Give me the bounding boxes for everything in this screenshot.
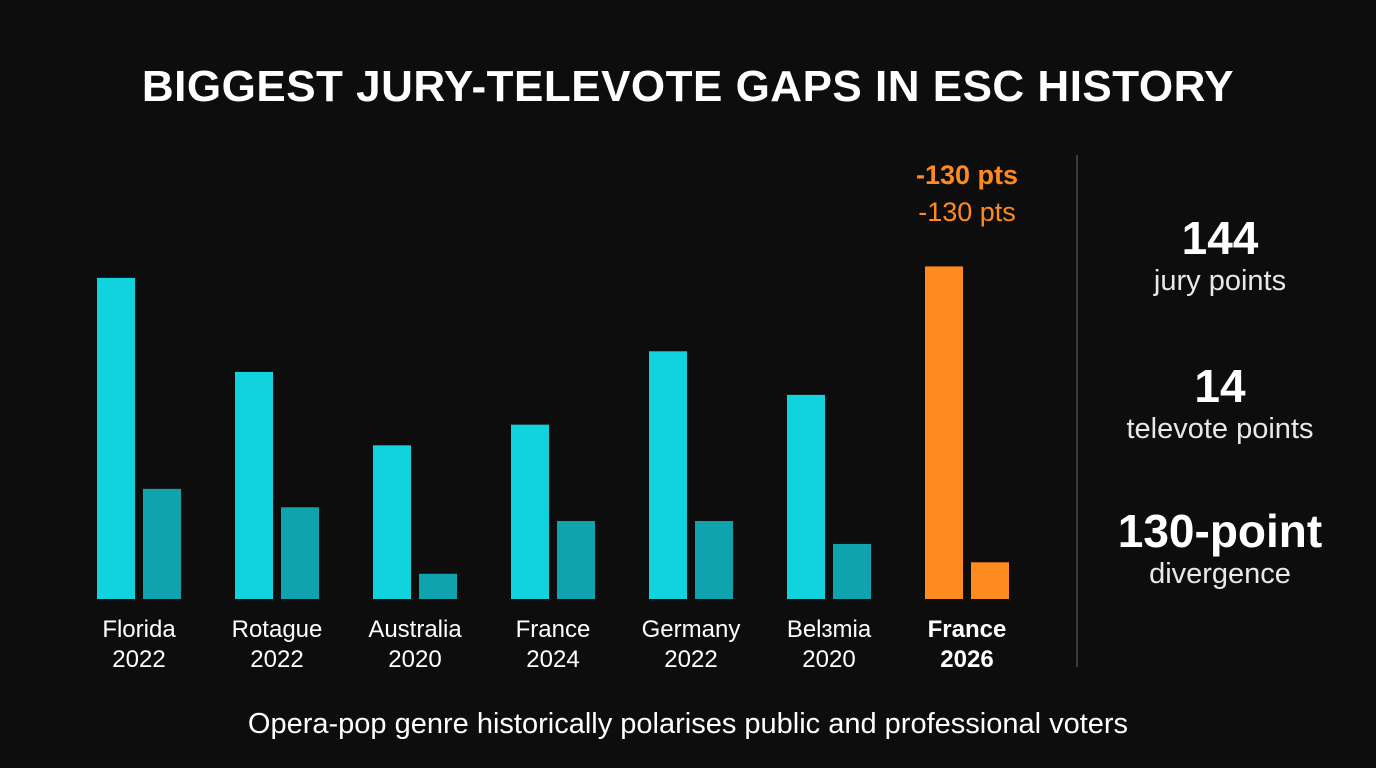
category-label: France	[928, 616, 1007, 643]
jury-bar	[925, 266, 963, 599]
televote-bar	[143, 488, 181, 599]
gap-annotation: -130 pts	[918, 197, 1016, 227]
televote-bar	[695, 521, 733, 599]
stat-jury-value: 144	[1181, 212, 1259, 264]
category-label: Germany	[642, 616, 741, 643]
stat-jury: 144 jury points	[1085, 212, 1355, 298]
category-label: Belɜmia	[787, 616, 872, 643]
gap-annotation-bold: -130 pts	[916, 160, 1018, 190]
stat-jury-label: jury points	[1153, 265, 1287, 297]
bar-chart: Florida 2022 Rotague 2022 Australia 2020 Franc…	[97, 160, 1018, 673]
televote-bar	[557, 521, 595, 599]
jury-bar	[373, 445, 411, 599]
stat-televote-value: 14	[1194, 360, 1246, 412]
category-year-label: 2020	[802, 646, 855, 673]
category-year-label: 2022	[250, 646, 303, 673]
stat-televote: 14 televote points	[1085, 360, 1355, 446]
stat-televote-label: televote points	[1126, 413, 1314, 445]
category-label: Florida	[102, 616, 176, 643]
jury-bar	[787, 394, 825, 599]
televote-bar	[971, 562, 1009, 599]
televote-bar	[281, 507, 319, 599]
category-label: France	[516, 616, 591, 643]
category-year-label: 2020	[388, 646, 441, 673]
category-year-label: 2024	[526, 646, 579, 673]
category-label: Australia	[368, 616, 462, 643]
jury-bar	[235, 371, 273, 599]
divider	[1076, 155, 1078, 667]
category-year-label: 2022	[664, 646, 717, 673]
jury-bar	[649, 351, 687, 599]
televote-bar	[833, 543, 871, 599]
stat-divergence-label: divergence	[1149, 558, 1291, 590]
stat-divergence: 130-point divergence	[1085, 505, 1355, 591]
category-year-label: 2022	[112, 646, 165, 673]
televote-bar	[419, 573, 457, 599]
chart-footnote: Opera-pop genre historically polarises p…	[247, 708, 1129, 740]
jury-bar	[97, 277, 135, 599]
category-year-label: 2026	[940, 646, 993, 673]
jury-bar	[511, 424, 549, 599]
category-label: Rotague	[232, 616, 323, 643]
stat-divergence-value: 130-point	[1117, 505, 1323, 557]
chart-title: BIGGEST JURY-TELEVOTE GAPS IN ESC HISTOR…	[141, 62, 1235, 111]
